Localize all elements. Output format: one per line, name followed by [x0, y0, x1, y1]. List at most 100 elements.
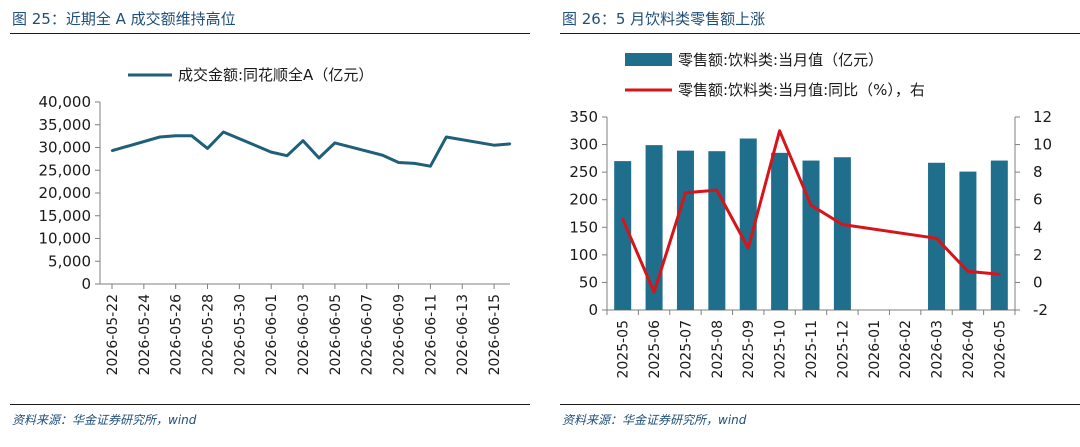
data-point	[222, 130, 225, 134]
x-tick-label: 2025-10	[773, 320, 789, 379]
x-tick-label: 2025-06	[647, 320, 663, 379]
data-point	[413, 162, 416, 165]
data-point	[285, 154, 289, 157]
data-point	[110, 149, 114, 152]
yoy-data-point	[684, 191, 687, 195]
x-tick-label: 2026-04	[961, 320, 977, 379]
data-point	[301, 139, 305, 142]
y-tick-label: 10,000	[39, 230, 92, 248]
data-point	[270, 150, 273, 154]
data-point	[333, 141, 337, 145]
right-y-tick-label: 8	[1033, 163, 1043, 181]
yoy-data-point	[966, 270, 970, 273]
yoy-data-point	[621, 217, 624, 221]
right-y-tick-label: -2	[1033, 301, 1048, 319]
yoy-data-point	[935, 237, 938, 240]
turnover-line-chart: 成交金额:同花顺全A（亿元） 0 5,000 10,000 15,000 20,000 25…	[39, 66, 512, 375]
yoy-data-point	[778, 129, 781, 132]
data-point	[317, 156, 321, 160]
figure-25-panel: 图 25：近期全 A 成交额维持高位 成交金额:同花顺全A（亿元） 0 5,000 1…	[0, 0, 530, 447]
retail-value-bar	[833, 157, 851, 310]
left-y-tick-label: 250	[569, 163, 598, 181]
x-tick-label: 2026-06-05	[328, 294, 344, 375]
yoy-data-point	[998, 272, 1001, 276]
figure-26-top-rule	[560, 33, 1080, 34]
x-tick-label: 2026-01	[867, 320, 883, 379]
x-tick-label: 2026-06-09	[392, 294, 408, 375]
right-y-tick-label: 10	[1033, 136, 1052, 154]
figure-26-panel: 图 26：5 月饮料类零售额上涨 零售额:饮料类:当月值（亿元） 零售额:饮料类:…	[550, 0, 1080, 447]
x-tick-label: 2025-12	[835, 320, 851, 379]
x-tick-label: 2025-11	[804, 320, 820, 379]
x-tick-label: 2025-07	[678, 320, 694, 379]
x-tick-label: 2026-06-07	[360, 294, 376, 375]
x-tick-label: 2026-06-03	[296, 294, 312, 375]
right-y-tick-label: 0	[1033, 273, 1043, 291]
x-tick-label: 2026-06-13	[455, 294, 471, 375]
yoy-data-point	[841, 223, 844, 226]
figure-26-bottom-rule	[560, 404, 1080, 405]
y-tick-label: 30,000	[39, 139, 92, 157]
y-tick-label: 40,000	[39, 93, 92, 111]
right-y-tick-label: 4	[1033, 218, 1043, 236]
y-tick-label: 20,000	[39, 184, 92, 202]
retail-value-bar	[708, 151, 726, 310]
left-y-tick-label: 0	[588, 301, 598, 319]
left-y-tick-label: 200	[569, 191, 598, 209]
y-tick-label: 0	[81, 275, 91, 293]
beverage-retail-combo-chart: 零售额:饮料类:当月值（亿元）零售额:饮料类:当月值:同比（%），右050100…	[569, 51, 1052, 379]
data-point	[174, 134, 177, 137]
x-tick-label: 2026-05-24	[137, 294, 153, 375]
legend-bar-swatch	[625, 53, 672, 66]
figure-25-bottom-rule	[10, 404, 530, 405]
yoy-data-point	[715, 188, 719, 192]
yoy-data-point	[652, 290, 656, 294]
y-tick-label: 15,000	[39, 207, 92, 225]
y-tick-label: 35,000	[39, 116, 92, 134]
retail-value-bar	[802, 160, 820, 310]
yoy-data-point	[747, 246, 750, 250]
data-point	[445, 135, 448, 139]
x-tick-label: 2026-06-15	[487, 294, 503, 375]
figure-25-title: 图 25：近期全 A 成交额维持高位	[12, 10, 236, 28]
figure-26-source: 资料来源：华金证券研究所，wind	[562, 413, 747, 427]
turnover-series-line	[111, 130, 511, 168]
x-tick-label: 2026-05-30	[232, 294, 248, 375]
retail-value-bar	[928, 162, 946, 310]
data-point	[381, 154, 384, 157]
right-y-tick-label: 12	[1033, 108, 1052, 126]
x-tick-label: 2026-06-01	[264, 294, 280, 375]
x-tick-label: 2025-08	[710, 320, 726, 379]
left-y-tick-label: 150	[569, 218, 598, 236]
x-tick-label: 2026-05-28	[201, 294, 217, 375]
data-point	[429, 164, 432, 168]
x-tick-label: 2025-09	[741, 320, 757, 379]
right-y-tick-label: 6	[1033, 191, 1043, 209]
data-point	[397, 161, 400, 164]
retail-value-bar	[771, 152, 789, 310]
data-point	[190, 134, 193, 137]
legend-line-label: 零售额:饮料类:当月值:同比（%），右	[678, 81, 925, 99]
figure-25-source: 资料来源：华金证券研究所，wind	[12, 413, 197, 427]
retail-value-bar	[645, 145, 663, 310]
x-tick-label: 2026-02	[898, 320, 914, 379]
retail-value-bar	[739, 138, 757, 310]
right-y-tick-label: 2	[1033, 246, 1043, 264]
legend-bar-label: 零售额:饮料类:当月值（亿元）	[678, 51, 883, 69]
retail-value-bar	[990, 160, 1008, 310]
data-point	[158, 135, 161, 139]
y-tick-label: 25,000	[39, 161, 92, 179]
x-tick-label: 2026-05-26	[169, 294, 185, 375]
left-y-tick-label: 50	[579, 273, 598, 291]
legend-label: 成交金额:同花顺全A（亿元）	[178, 66, 373, 84]
data-point	[206, 147, 209, 150]
x-tick-label: 2025-05	[616, 320, 632, 379]
retail-value-bar	[676, 150, 694, 310]
data-point	[492, 144, 496, 147]
retail-value-bar	[959, 171, 977, 310]
x-tick-label: 2026-03	[930, 320, 946, 379]
retail-value-bar	[614, 161, 632, 310]
left-y-tick-label: 300	[569, 136, 598, 154]
yoy-data-point	[809, 204, 813, 207]
x-tick-label: 2026-06-11	[423, 294, 439, 375]
